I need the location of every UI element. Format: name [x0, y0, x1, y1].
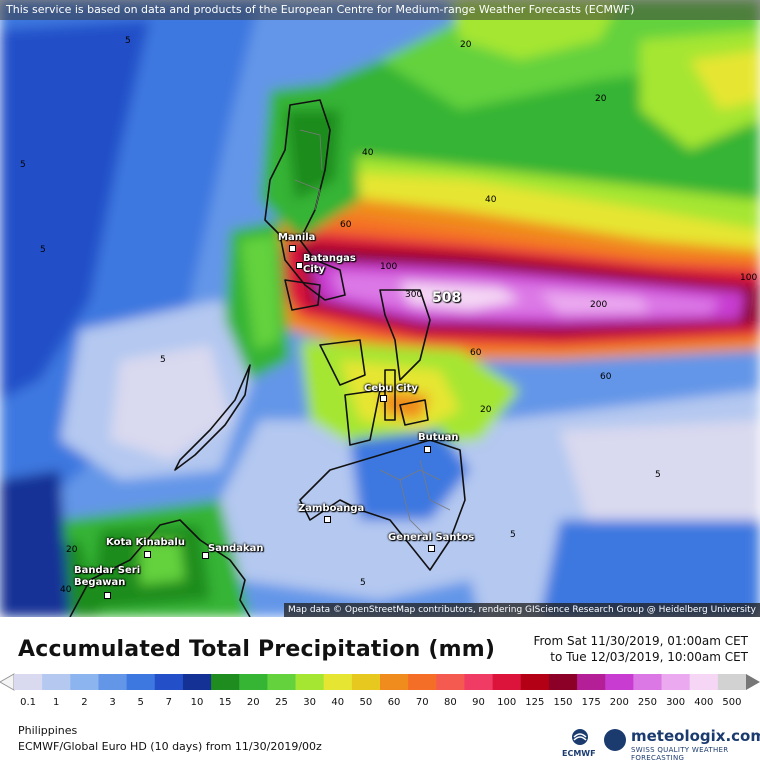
meteologix-logo-icon [604, 729, 626, 751]
scale-tick-label: 70 [415, 697, 429, 708]
ecmwf-logo-text: ECMWF [562, 749, 596, 758]
city-marker [289, 245, 296, 252]
scale-swatch [267, 674, 297, 690]
scale-tick-label: 300 [666, 697, 686, 708]
scale-swatch [42, 674, 71, 690]
scale-tick-label: 15 [218, 697, 232, 708]
scale-tick-label: 7 [165, 697, 173, 708]
city-label-kota-kinabalu: Kota Kinabalu [106, 537, 185, 548]
city-label-general-santos: General Santos [388, 532, 475, 543]
city-marker [380, 395, 387, 402]
scale-swatch [14, 674, 43, 690]
scale-swatch [689, 674, 719, 690]
city-label-butuan: Butuan [418, 432, 459, 443]
city-marker [324, 516, 331, 523]
scale-swatch [211, 674, 240, 690]
scale-tick-label: 150 [553, 697, 573, 708]
scale-swatch [239, 674, 268, 690]
scale-swatch [633, 674, 663, 690]
scale-swatch [70, 674, 99, 690]
city-marker [428, 545, 435, 552]
map-attribution: Map data © OpenStreetMap contributors, r… [284, 603, 760, 617]
scale-tick-label: 5 [137, 697, 144, 708]
scale-tick-label: 200 [609, 697, 629, 708]
scale-tick-label: 40 [331, 697, 345, 708]
scale-tick-label: 175 [581, 697, 601, 708]
scale-swatch [492, 674, 522, 690]
date-from: From Sat 11/30/2019, 01:00am CET [533, 634, 748, 648]
scale-swatch [464, 674, 494, 690]
city-label-batangas: Batangas City [303, 253, 356, 275]
scale-swatch [323, 674, 353, 690]
scale-swatch [154, 674, 184, 690]
scale-swatch [126, 674, 156, 690]
city-marker [296, 262, 303, 269]
scale-swatch [408, 674, 437, 690]
city-marker [104, 592, 111, 599]
scale-swatch [548, 674, 578, 690]
map-title: Accumulated Total Precipitation (mm) [18, 637, 496, 662]
scale-swatch [98, 674, 128, 690]
scale-tick-label: 500 [722, 697, 742, 708]
scale-swatch [295, 674, 325, 690]
scale-tick-label: 400 [694, 697, 714, 708]
scale-swatch [520, 674, 550, 690]
scale-swatch [717, 674, 747, 690]
date-to: to Tue 12/03/2019, 10:00am CET [550, 650, 748, 664]
model-info: ECMWF/Global Euro HD (10 days) from 11/3… [18, 740, 322, 753]
city-label-zamboanga: Zamboanga [298, 503, 365, 514]
scale-swatch [351, 674, 381, 690]
scale-tick-label: 50 [359, 697, 373, 708]
precipitation-field [0, 0, 760, 617]
scale-swatch [661, 674, 691, 690]
city-label-sandakan: Sandakan [208, 543, 264, 554]
scale-tick-label: 250 [637, 697, 657, 708]
city-marker [202, 552, 209, 559]
scale-tick-label: 30 [303, 697, 316, 708]
scale-swatch [436, 674, 465, 690]
scale-tick-label: 125 [525, 697, 545, 708]
scale-tick-label: 0.1 [20, 697, 37, 708]
meteologix-tagline: SWISS QUALITY WEATHER FORECASTING [631, 746, 729, 762]
scale-tick-label: 25 [275, 697, 288, 708]
scale-tick-label: 1 [53, 697, 60, 708]
scale-tick-label: 100 [497, 697, 517, 708]
max-value-label: 508 [432, 290, 462, 306]
scale-swatch [182, 674, 212, 690]
scale-tick-label: 2 [81, 697, 88, 708]
scale-swatch [380, 674, 409, 690]
scale-tick-label: 3 [109, 697, 116, 708]
city-marker [144, 551, 151, 558]
region-name: Philippines [18, 724, 78, 737]
scale-swatch [605, 674, 634, 690]
city-label-manila: Manila [278, 232, 316, 243]
color-scale-bar [0, 673, 760, 691]
city-label-bandar-seri-begawan: Bandar Seri Begawan [74, 565, 141, 588]
scale-tick-label: 90 [472, 697, 485, 708]
ecmwf-notice: This service is based on data and produc… [0, 0, 760, 20]
scale-tick-label: 20 [246, 697, 260, 708]
scale-tick-label: 60 [387, 697, 401, 708]
scale-tick-label: 10 [190, 697, 204, 708]
precipitation-map: This service is based on data and produc… [0, 0, 760, 617]
city-marker [424, 446, 431, 453]
city-label-cebu: Cebu City [364, 383, 418, 394]
scale-arrow-left [0, 673, 15, 691]
ecmwf-logo-icon [572, 729, 588, 745]
scale-swatch [577, 674, 606, 690]
scale-tick-label: 80 [444, 697, 457, 708]
scale-arrow-right [746, 674, 760, 690]
meteologix-brand: meteologix.com [631, 727, 760, 745]
